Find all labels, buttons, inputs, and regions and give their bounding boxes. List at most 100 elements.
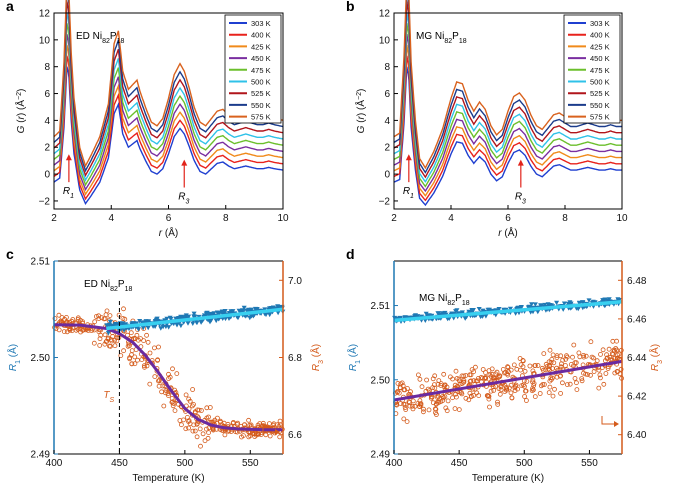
axis-arrow xyxy=(601,416,614,425)
r3-point xyxy=(583,371,589,377)
r3-point xyxy=(570,354,575,360)
y-tick-label: −2 xyxy=(39,196,51,207)
r3-point xyxy=(579,378,585,384)
r1-point xyxy=(137,319,143,324)
r3-point xyxy=(401,416,407,422)
panel-letter: a xyxy=(6,0,14,14)
x-tick-label: 10 xyxy=(616,213,628,224)
r3-point xyxy=(433,412,439,417)
r3-point xyxy=(489,371,495,377)
r3-point xyxy=(508,367,514,373)
r3-point xyxy=(107,313,113,319)
r3-point xyxy=(78,329,83,335)
r3-point xyxy=(129,361,135,367)
r3-point xyxy=(508,382,514,388)
r3-point xyxy=(122,316,128,322)
y-axis-title: G (r) (Å−2) xyxy=(354,89,367,134)
r3-point xyxy=(546,390,552,396)
r3-point xyxy=(458,390,464,395)
r3-point xyxy=(424,377,430,383)
sample-label: MG Ni82P18 xyxy=(416,31,467,45)
r3-point xyxy=(614,368,620,374)
series-line xyxy=(53,66,284,206)
series-line xyxy=(53,44,284,196)
r3-point xyxy=(156,383,162,389)
r3-point xyxy=(159,389,165,395)
y-tick-label: 4 xyxy=(384,116,390,127)
r1-point xyxy=(105,331,111,336)
r1-point xyxy=(217,310,223,316)
r3-point xyxy=(432,385,438,391)
r1-point xyxy=(136,327,141,332)
r3-point xyxy=(604,352,609,358)
r3-point xyxy=(610,338,616,344)
series-line xyxy=(393,55,622,202)
r3-point xyxy=(568,361,574,367)
r3-point xyxy=(457,378,462,384)
r3-point xyxy=(132,354,138,360)
r3-point xyxy=(530,368,536,374)
r3-point xyxy=(616,351,622,357)
x-tick-label: 4 xyxy=(448,213,454,224)
r3-point xyxy=(453,394,459,400)
r3-point xyxy=(461,379,467,385)
r3-point xyxy=(603,371,609,376)
r3-point xyxy=(277,418,283,424)
r1-point xyxy=(121,328,127,333)
r3-point xyxy=(549,377,554,383)
r1-point xyxy=(560,307,566,312)
sample-label: ED Ni82P18 xyxy=(84,279,132,293)
r1-point xyxy=(538,304,544,309)
r3-point xyxy=(443,405,449,411)
axis-arrow xyxy=(262,424,275,433)
r3-point xyxy=(129,348,135,354)
y-right-axis-title: R3 (Å) xyxy=(309,344,325,371)
r3-point xyxy=(426,407,432,413)
r3-point xyxy=(234,421,240,427)
legend-label: 400 K xyxy=(251,31,271,40)
r3-point xyxy=(257,421,263,427)
r1-point xyxy=(485,307,491,313)
r3-point xyxy=(505,372,511,378)
r1-point xyxy=(532,302,538,307)
series-line xyxy=(393,33,622,193)
r3-point xyxy=(524,378,530,384)
arrow-head xyxy=(65,154,72,161)
r3-point xyxy=(91,340,97,346)
r1-point xyxy=(107,319,113,325)
r3-point xyxy=(560,380,565,386)
r3-point xyxy=(417,401,423,407)
r3-point xyxy=(206,414,211,420)
r1-point xyxy=(508,306,513,312)
y-right-tick-label: 6.44 xyxy=(627,353,647,364)
r3-point xyxy=(508,390,514,396)
y-right-tick-label: 7.0 xyxy=(288,276,302,287)
r3-point xyxy=(504,387,510,393)
marker-label: R3 xyxy=(515,192,526,206)
r3-point xyxy=(425,386,431,392)
r3-point xyxy=(612,355,618,361)
r3-point xyxy=(530,379,535,385)
r3-point xyxy=(161,403,167,409)
r3-point xyxy=(395,380,401,386)
r3-point xyxy=(598,351,603,357)
panel-b: b 2 4 6 8 10 −2 0 2 4 6 8 10 12 r (Å) G (r) (Å−2) MG Ni8… xyxy=(346,0,628,239)
r3-point xyxy=(177,418,183,423)
panel-c: c TS 400 450 500 550 2.49 2.50 2.51 6.6 6.8 7.0 Temp… xyxy=(6,246,325,484)
y-right-tick-label: 6.40 xyxy=(627,430,647,441)
r3-point xyxy=(126,341,132,347)
r1-point xyxy=(267,312,273,318)
r3-point xyxy=(450,376,456,382)
r3-point xyxy=(581,370,586,376)
r3-point xyxy=(141,363,147,369)
r3-point xyxy=(174,371,180,377)
r3-point xyxy=(166,393,171,399)
r3-point xyxy=(407,403,413,409)
r1-point xyxy=(191,311,197,317)
r3-point xyxy=(535,363,541,368)
x-tick-label: 550 xyxy=(581,458,598,469)
r3-point xyxy=(522,383,527,389)
r3-point xyxy=(104,308,110,314)
r3-point xyxy=(403,407,409,412)
r1-point xyxy=(183,313,189,318)
